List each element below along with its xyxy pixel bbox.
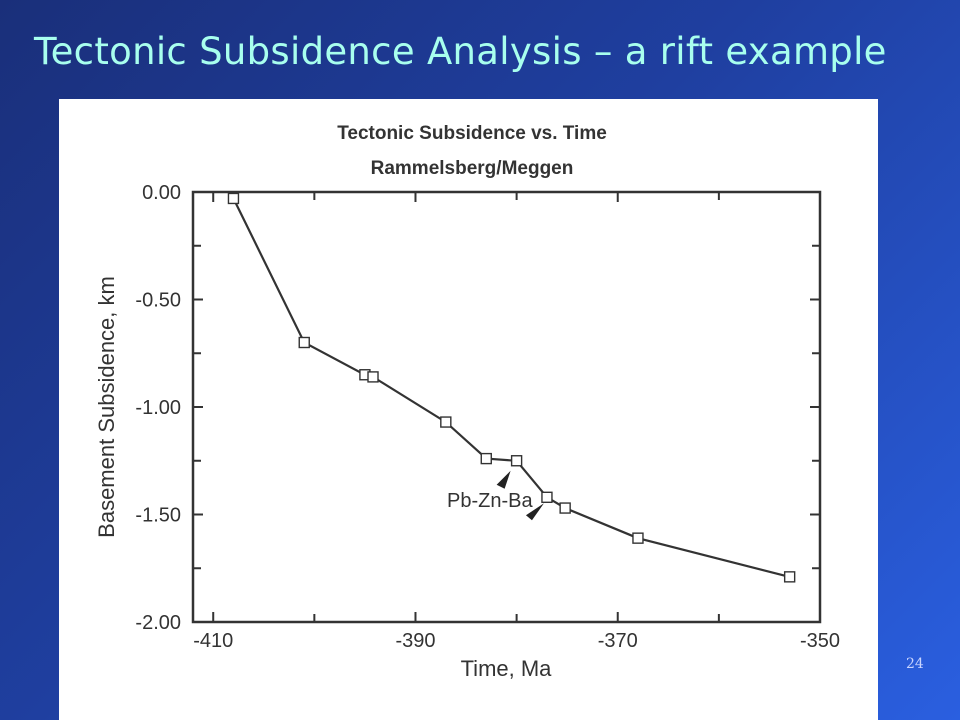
data-point-marker — [541, 491, 553, 503]
y-tick-label: -1.50 — [135, 505, 181, 527]
annotation-layer: Pb-Zn-Ba — [447, 470, 544, 521]
series-layer — [227, 192, 796, 583]
data-point-marker — [632, 532, 644, 544]
chart-figure: Tectonic Subsidence vs. Time Rammelsberg… — [59, 99, 878, 720]
data-point-marker — [298, 336, 310, 349]
plot-frame — [191, 190, 822, 624]
x-axis-label: Time, Ma — [461, 656, 553, 681]
y-tick-label: 0.00 — [142, 182, 181, 204]
y-axis-label: Basement Subsidence, km — [94, 276, 119, 538]
page-number: 24 — [906, 656, 924, 672]
x-tick-label: -370 — [598, 630, 638, 652]
chart-subtitle: Rammelsberg/Meggen — [371, 158, 574, 179]
slide-title: Tectonic Subsidence Analysis – a rift ex… — [34, 30, 887, 73]
data-point-marker — [367, 371, 379, 383]
annotation-arrow — [496, 470, 511, 489]
x-tick-label: -410 — [193, 630, 233, 652]
annotation-label: Pb-Zn-Ba — [447, 490, 533, 512]
axes-layer: 0.00 -0.50 -1.00 -1.50 -2.00 -410 -390 -370 -350 — [135, 182, 840, 652]
data-point-marker — [559, 502, 571, 514]
series-line — [232, 198, 790, 578]
annotation-arrow — [525, 503, 544, 521]
subsidence-chart: Tectonic Subsidence vs. Time Rammelsberg… — [94, 123, 840, 681]
x-tick-label: -390 — [395, 630, 435, 652]
y-tick-label: -1.00 — [135, 397, 181, 419]
data-point-marker — [510, 455, 523, 467]
x-tick-label: -350 — [800, 630, 840, 652]
data-point-marker — [227, 192, 240, 205]
data-point-marker — [480, 452, 492, 465]
y-tick-label: -2.00 — [135, 612, 181, 634]
y-tick-label: -0.50 — [135, 290, 181, 312]
data-point-marker — [440, 416, 452, 428]
chart-title: Tectonic Subsidence vs. Time — [337, 123, 607, 144]
data-point-marker — [783, 571, 796, 583]
